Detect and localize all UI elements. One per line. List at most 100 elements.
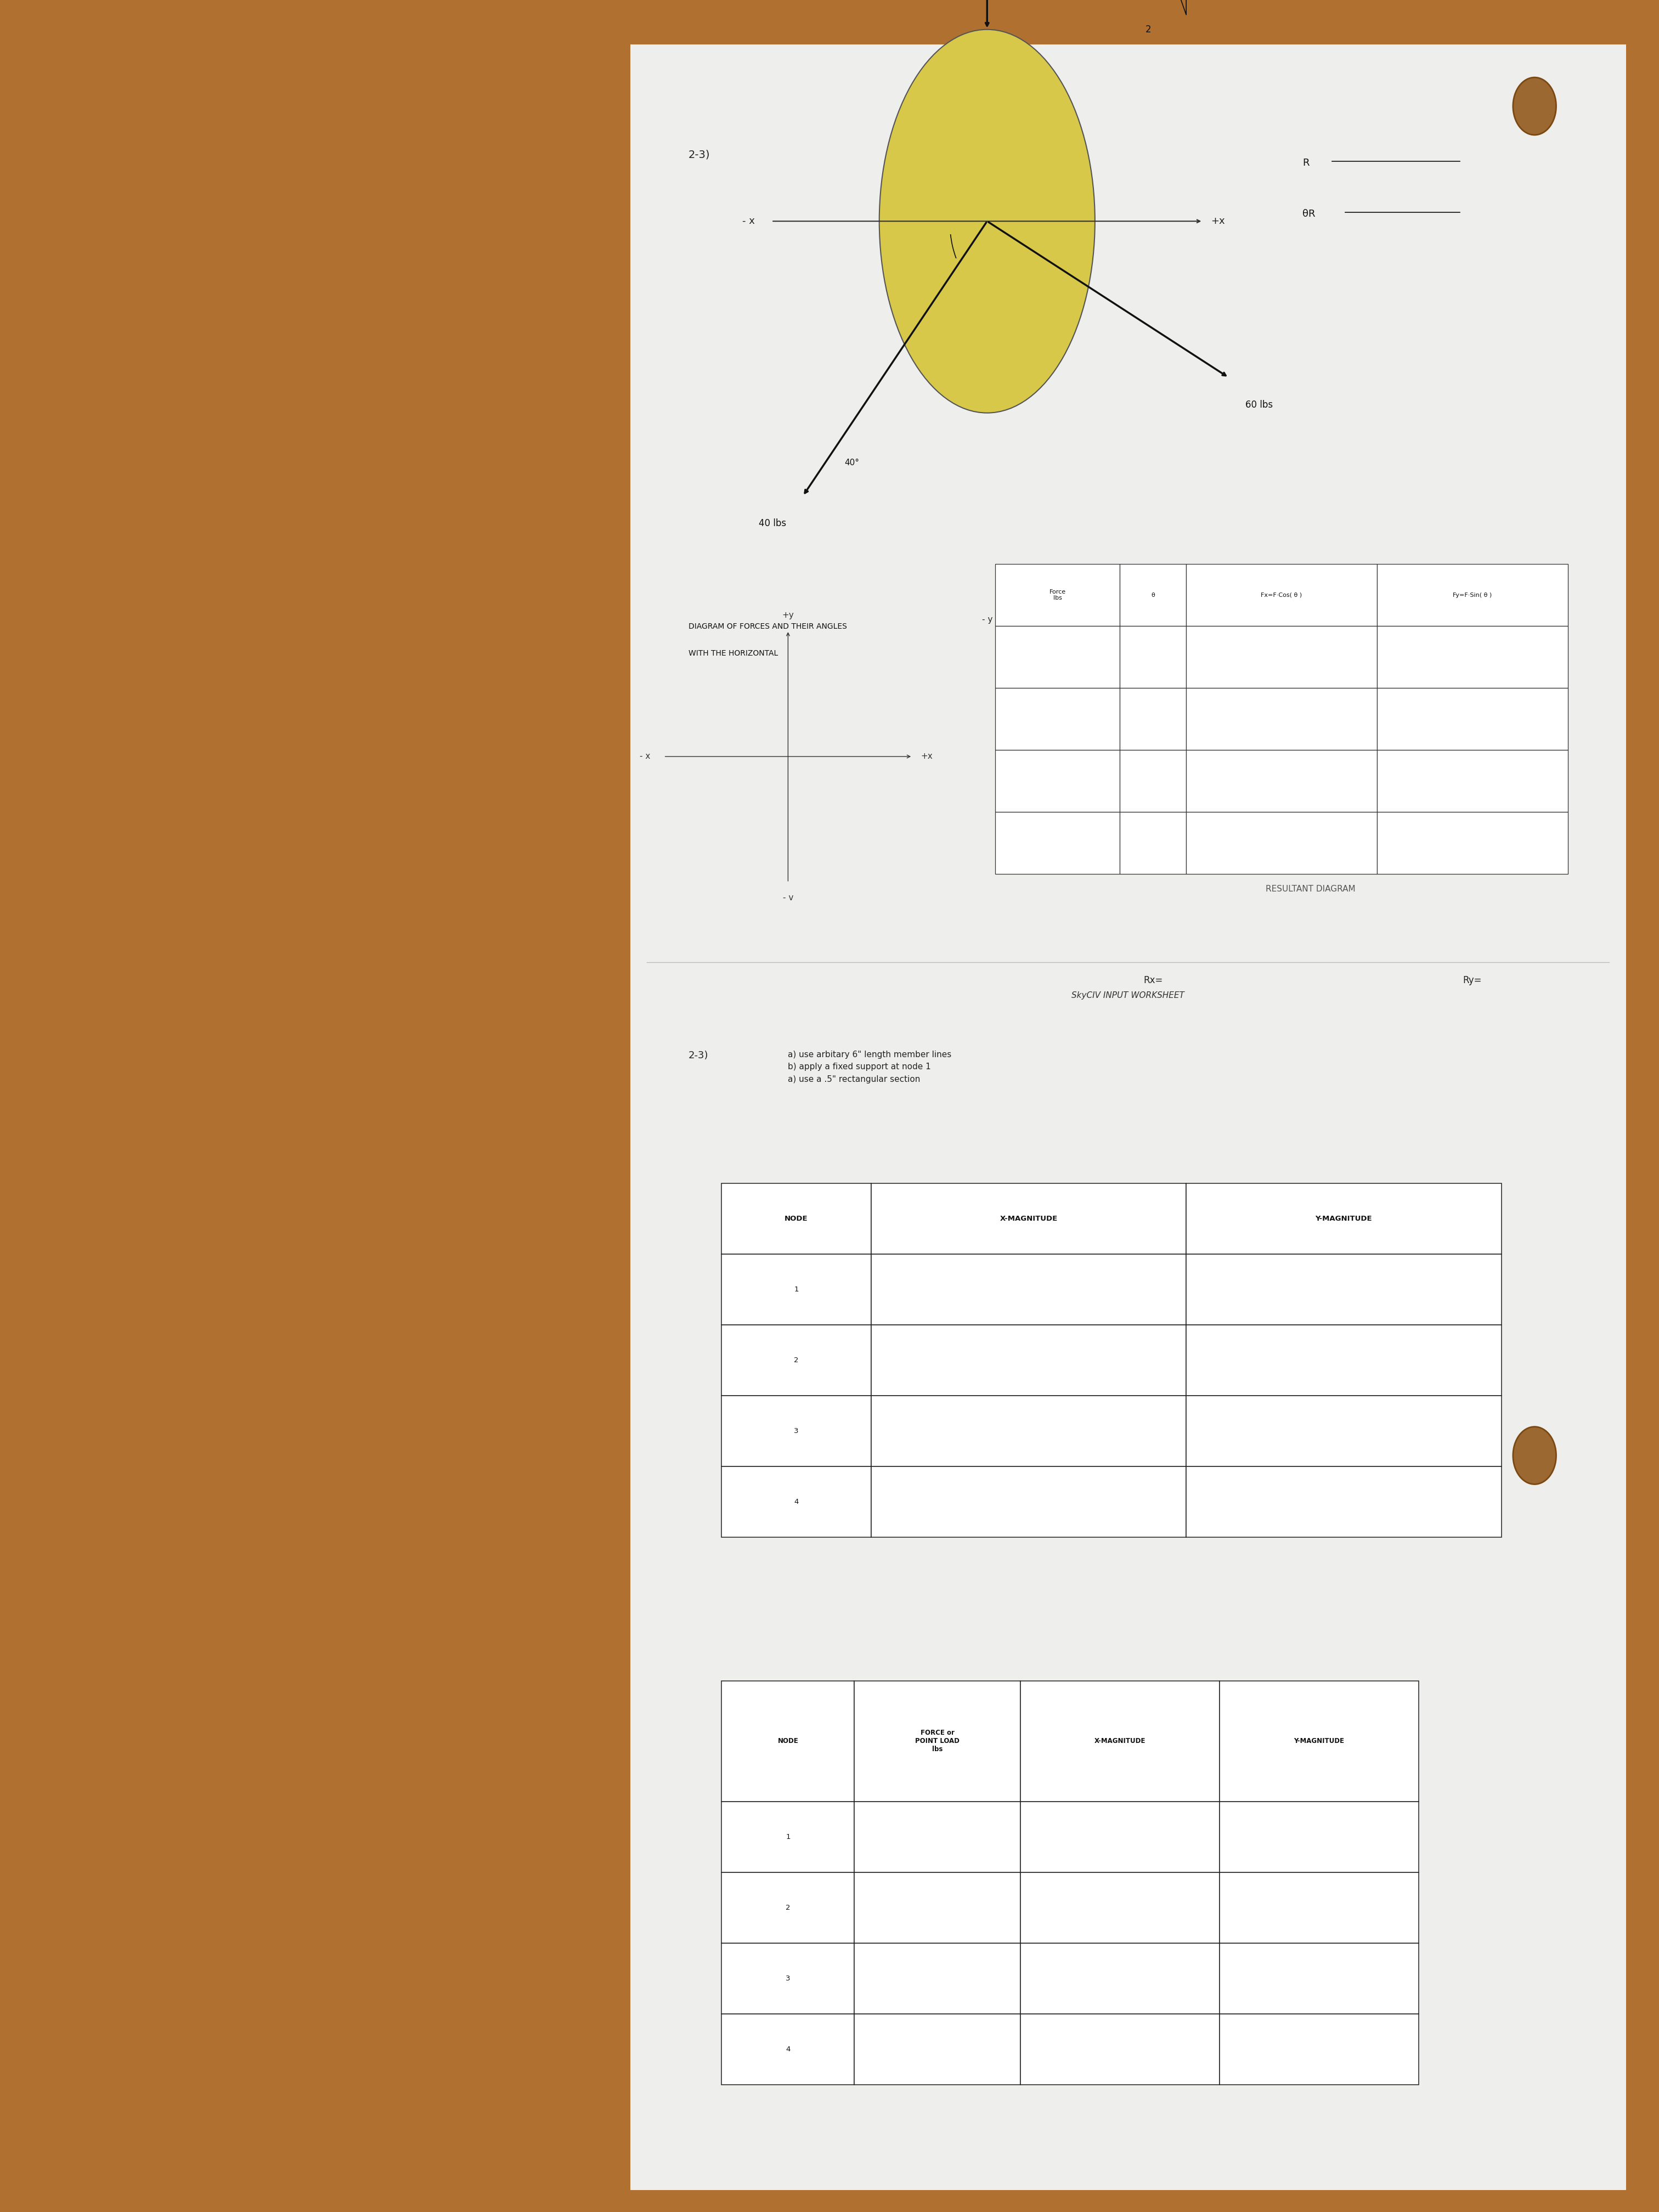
Bar [1186,750,1377,812]
Text: Fx=F·Cos( θ ): Fx=F·Cos( θ ) [1261,593,1302,597]
Bar [722,1254,871,1325]
Bar [995,750,1120,812]
Text: NODE: NODE [785,1214,808,1223]
Text: 2-3): 2-3) [688,150,710,159]
Bar [722,1942,854,2013]
Text: 3: 3 [795,1427,798,1436]
Text: Rx=: Rx= [1143,975,1163,984]
Text: 4: 4 [786,2046,790,2053]
Bar [995,688,1120,750]
Bar [630,44,1626,2190]
Bar [854,2013,1020,2084]
Bar [1186,1325,1501,1396]
Bar [854,1871,1020,1942]
Bar [722,2013,854,2084]
Bar [1219,1681,1418,1801]
Text: X-MAGNITUDE: X-MAGNITUDE [1095,1739,1145,1745]
Text: - y: - y [982,615,992,624]
Bar [1120,564,1186,626]
Bar [1219,1871,1418,1942]
Bar [871,1396,1186,1467]
Bar [1020,1871,1219,1942]
Bar [871,1183,1186,1254]
Bar [995,626,1120,688]
Bar [722,1871,854,1942]
Text: RESULTANT DIAGRAM: RESULTANT DIAGRAM [1266,885,1355,894]
Bar [1120,750,1186,812]
Text: FORCE or
POINT LOAD
lbs: FORCE or POINT LOAD lbs [916,1730,959,1754]
Text: 1: 1 [795,1285,798,1294]
Bar [1377,812,1568,874]
Bar [871,1325,1186,1396]
Bar [722,1183,871,1254]
Text: 1: 1 [786,1834,790,1840]
Text: WITH THE HORIZONTAL: WITH THE HORIZONTAL [688,650,778,657]
Bar [722,1396,871,1467]
Text: θ: θ [1151,593,1155,597]
Text: +x: +x [1211,217,1224,226]
Text: a) use arbitary 6" length member lines
b) apply a fixed support at node 1
a) use: a) use arbitary 6" length member lines b… [788,1051,952,1084]
Bar [1120,688,1186,750]
Bar [995,564,1120,626]
Circle shape [1513,77,1556,135]
Bar [871,1467,1186,1537]
Bar [1186,626,1377,688]
Bar [1186,1183,1501,1254]
Text: 2: 2 [1145,24,1151,35]
Bar [1186,564,1377,626]
Text: R: R [1302,159,1309,168]
Bar [1020,1681,1219,1801]
Bar [1020,2013,1219,2084]
Text: Y-MAGNITUDE: Y-MAGNITUDE [1316,1214,1372,1223]
Text: 60 lbs: 60 lbs [1246,400,1272,409]
Circle shape [1513,1427,1556,1484]
Bar [854,1681,1020,1801]
Text: 3: 3 [786,1975,790,1982]
Bar [1186,1467,1501,1537]
Bar [722,1467,871,1537]
Bar [854,1942,1020,2013]
Text: Ry=: Ry= [1463,975,1481,984]
Bar [1219,1942,1418,2013]
Bar [1377,750,1568,812]
Text: Fy=F·Sin( θ ): Fy=F·Sin( θ ) [1453,593,1491,597]
Bar [1120,812,1186,874]
Text: +x: +x [921,752,932,761]
Text: DIAGRAM OF FORCES AND THEIR ANGLES: DIAGRAM OF FORCES AND THEIR ANGLES [688,624,848,630]
Text: - x: - x [640,752,650,761]
Text: 40°: 40° [844,458,859,467]
Text: - x: - x [742,217,755,226]
Text: 2: 2 [795,1356,798,1365]
Bar [1219,1801,1418,1871]
Ellipse shape [879,29,1095,414]
Bar [1186,1254,1501,1325]
Text: +y: +y [781,611,795,619]
Bar [1020,1801,1219,1871]
Bar [722,1681,854,1801]
Bar [1120,626,1186,688]
Text: NODE: NODE [778,1739,798,1745]
Text: 40 lbs: 40 lbs [758,518,786,529]
Text: X-MAGNITUDE: X-MAGNITUDE [1000,1214,1057,1223]
Bar [1186,1396,1501,1467]
Text: 2-3): 2-3) [688,1051,708,1060]
Bar [995,812,1120,874]
Text: 2: 2 [786,1905,790,1911]
Bar [1377,688,1568,750]
Text: θR: θR [1302,210,1316,219]
Bar [722,1801,854,1871]
Text: Force
lbs: Force lbs [1050,588,1065,602]
Bar [871,1254,1186,1325]
Text: SkyCIV INPUT WORKSHEET: SkyCIV INPUT WORKSHEET [1072,991,1185,1000]
Bar [1377,564,1568,626]
Bar [722,1325,871,1396]
Bar [1186,812,1377,874]
Bar [1377,626,1568,688]
Bar [1219,2013,1418,2084]
Bar [1020,1942,1219,2013]
Bar [854,1801,1020,1871]
Bar [1186,688,1377,750]
Text: Y-MAGNITUDE: Y-MAGNITUDE [1294,1739,1344,1745]
Text: 4: 4 [795,1498,798,1506]
Text: - v: - v [783,894,793,902]
